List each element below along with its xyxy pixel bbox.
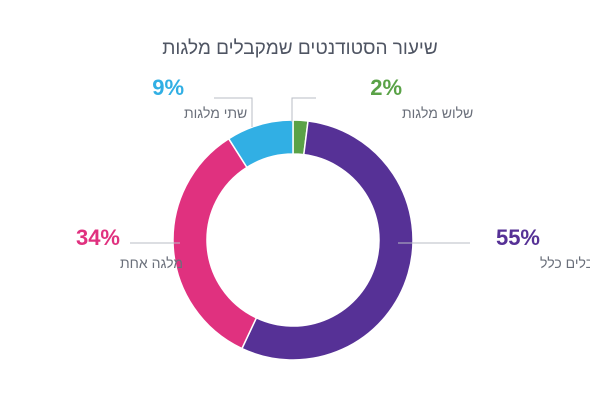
slice-percent-label: 55% [496, 225, 540, 250]
donut-slice-2 [172, 137, 258, 350]
leader-line-3 [214, 97, 253, 127]
slice-percent-label: 9% [152, 75, 184, 100]
slice-percent-label: 2% [370, 75, 402, 100]
leader-line-4 [291, 97, 316, 122]
slice-percent-label: 34% [76, 225, 120, 250]
slice-category-label: אינם מקבלים כלל [540, 255, 590, 271]
donut-slice-3 [227, 119, 294, 169]
slice-category-label: שתי מלגות [184, 105, 247, 121]
chart-title: שיעור הסטודנטים שמקבלים מלגות [162, 38, 438, 59]
slice-category-label: שלוש מלגות [402, 105, 473, 121]
slice-category-label: מלגה אחת [120, 255, 183, 271]
donut-slice-1 [240, 120, 414, 361]
